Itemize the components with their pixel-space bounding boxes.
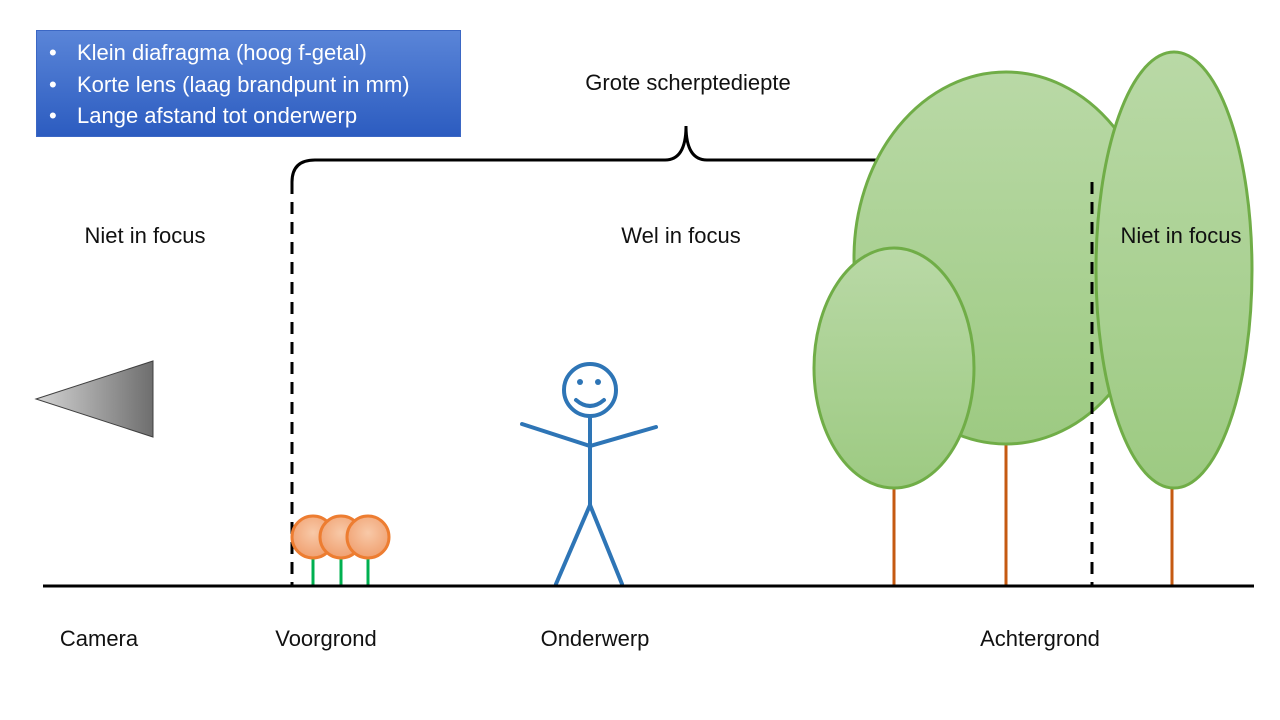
depth-of-field-label: Grote scherptediepte	[585, 70, 791, 95]
info-bullet: Lange afstand tot onderwerp	[49, 100, 452, 132]
out-of-focus-far-label: Niet in focus	[1120, 223, 1242, 248]
out-of-focus-near-label: Niet in focus	[84, 223, 206, 248]
camera-icon	[34, 360, 154, 438]
foreground-label: Voorgrond	[275, 626, 377, 651]
in-focus-label: Wel in focus	[621, 223, 741, 248]
info-bullet: Korte lens (laag brandpunt in mm)	[49, 69, 452, 101]
tree-tall	[1094, 50, 1254, 586]
background-label: Achtergrond	[980, 626, 1100, 651]
tree-small	[812, 246, 976, 586]
flower-icon	[345, 514, 391, 560]
info-bullet: Klein diafragma (hoog f-getal)	[49, 37, 452, 69]
subject-stick-figure	[520, 362, 658, 586]
subject-label: Onderwerp	[540, 626, 650, 651]
settings-info-box: Klein diafragma (hoog f-getal) Korte len…	[36, 30, 461, 137]
camera-label: Camera	[59, 626, 139, 651]
flowers	[290, 514, 391, 586]
